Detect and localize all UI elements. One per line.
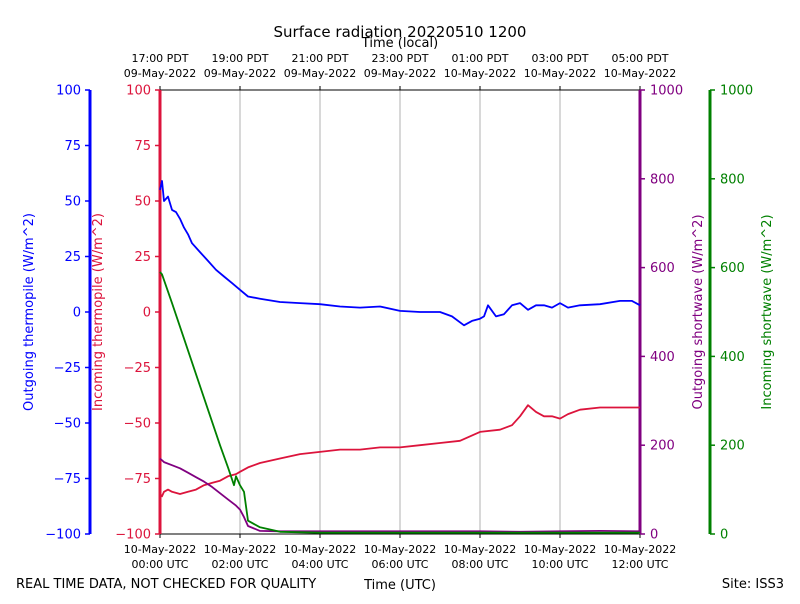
y-tick-label: 200 bbox=[650, 439, 675, 454]
y-tick-label: 75 bbox=[64, 139, 81, 154]
y-tick-label: 400 bbox=[650, 350, 675, 365]
x-tick-label-date: 10-May-2022 bbox=[124, 543, 196, 556]
x-tick-label-time: 02:00 UTC bbox=[211, 558, 268, 571]
y-tick-label: 200 bbox=[720, 439, 745, 454]
x-tick-label-time: 00:00 UTC bbox=[131, 558, 188, 571]
x-tick-label-date: 10-May-2022 bbox=[444, 543, 516, 556]
y-tick-label: 800 bbox=[650, 172, 675, 187]
x-axis-label: Time (UTC) bbox=[363, 578, 436, 593]
x-tick-label-date: 10-May-2022 bbox=[364, 543, 436, 556]
y-axis-label-2: Incoming thermopile (W/m^2) bbox=[91, 213, 106, 411]
top-tick-label-time: 17:00 PDT bbox=[131, 52, 188, 65]
y-tick-label: 100 bbox=[126, 84, 151, 99]
y-tick-label: 400 bbox=[720, 350, 745, 365]
x-tick-label-date: 10-May-2022 bbox=[284, 543, 356, 556]
y-tick-label: 50 bbox=[64, 195, 81, 210]
y-tick-label: 1000 bbox=[720, 84, 753, 99]
top-tick-label-date: 09-May-2022 bbox=[284, 67, 356, 80]
y-tick-label: −50 bbox=[54, 417, 81, 432]
footer-left: REAL TIME DATA, NOT CHECKED FOR QUALITY bbox=[16, 577, 316, 592]
top-tick-label-time: 23:00 PDT bbox=[371, 52, 428, 65]
y-tick-label: 0 bbox=[73, 306, 81, 321]
y-tick-label: −25 bbox=[54, 361, 81, 376]
y-tick-label: 0 bbox=[720, 528, 728, 543]
x-tick-label-time: 12:00 UTC bbox=[611, 558, 668, 571]
x-tick-label-date: 10-May-2022 bbox=[204, 543, 276, 556]
footer-right: Site: ISS3 bbox=[722, 577, 784, 592]
plot-area: 10-May-2022 00:00 UTC 17:00 PDT 09-May-2022… bbox=[22, 52, 775, 571]
y-tick-label: 0 bbox=[650, 528, 658, 543]
x-tick-label-time: 06:00 UTC bbox=[371, 558, 428, 571]
top-axis-label: Time (local) bbox=[361, 36, 438, 51]
top-tick-label-time: 03:00 PDT bbox=[531, 52, 588, 65]
y-tick-label: −75 bbox=[54, 472, 81, 487]
x-tick-label-time: 04:00 UTC bbox=[291, 558, 348, 571]
series-line-1 bbox=[159, 180, 641, 327]
y-tick-label: −75 bbox=[124, 472, 151, 487]
top-tick-label-date: 09-May-2022 bbox=[204, 67, 276, 80]
chart-title: Surface radiation 20220510 1200 bbox=[274, 23, 527, 41]
top-tick-label-date: 10-May-2022 bbox=[524, 67, 596, 80]
x-tick-label-date: 10-May-2022 bbox=[524, 543, 596, 556]
y-tick-label: 600 bbox=[720, 261, 745, 276]
top-tick-label-date: 10-May-2022 bbox=[604, 67, 676, 80]
top-tick-label-time: 21:00 PDT bbox=[291, 52, 348, 65]
series-line-3 bbox=[159, 457, 641, 533]
top-tick-label-date: 10-May-2022 bbox=[444, 67, 516, 80]
top-tick-label-date: 09-May-2022 bbox=[364, 67, 436, 80]
y-tick-label: 50 bbox=[134, 195, 151, 210]
y-tick-label: 0 bbox=[143, 306, 151, 321]
x-tick-label-date: 10-May-2022 bbox=[604, 543, 676, 556]
y-tick-label: 600 bbox=[650, 261, 675, 276]
y-tick-label: 25 bbox=[64, 250, 81, 265]
y-tick-label: 75 bbox=[134, 139, 151, 154]
top-tick-label-time: 19:00 PDT bbox=[211, 52, 268, 65]
y-tick-label: −25 bbox=[124, 361, 151, 376]
series-line-2 bbox=[159, 404, 640, 498]
y-tick-label: 800 bbox=[720, 172, 745, 187]
y-tick-label: −100 bbox=[115, 528, 151, 543]
y-tick-label: 100 bbox=[56, 84, 81, 99]
y-axis-label-4: Incoming shortwave (W/m^2) bbox=[760, 214, 775, 409]
y-axis-label-1: Outgoing thermopile (W/m^2) bbox=[22, 213, 37, 411]
y-tick-label: −50 bbox=[124, 417, 151, 432]
series-line-4 bbox=[159, 271, 640, 534]
top-tick-label-time: 05:00 PDT bbox=[611, 52, 668, 65]
top-tick-label-date: 09-May-2022 bbox=[124, 67, 196, 80]
y-axis-label-3: Outgoing shortwave (W/m^2) bbox=[691, 214, 706, 409]
top-tick-label-time: 01:00 PDT bbox=[451, 52, 508, 65]
y-tick-label: −100 bbox=[45, 528, 81, 543]
y-tick-label: 25 bbox=[134, 250, 151, 265]
y-tick-label: 1000 bbox=[650, 84, 683, 99]
x-tick-label-time: 08:00 UTC bbox=[451, 558, 508, 571]
x-tick-label-time: 10:00 UTC bbox=[531, 558, 588, 571]
